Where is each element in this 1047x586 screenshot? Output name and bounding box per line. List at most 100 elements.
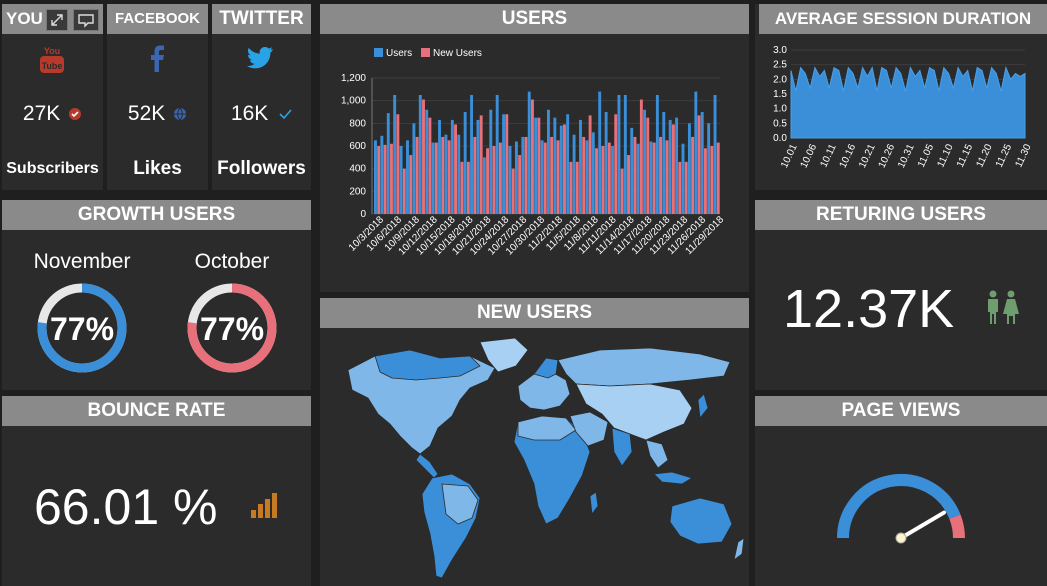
- bar-users[interactable]: [393, 95, 397, 214]
- bar-users[interactable]: [386, 113, 390, 214]
- bar-users[interactable]: [374, 140, 377, 214]
- expand-icon[interactable]: [46, 9, 68, 31]
- bar-users[interactable]: [425, 109, 429, 214]
- bar-new-users[interactable]: [454, 124, 457, 214]
- bar-users[interactable]: [649, 141, 653, 214]
- bar-new-users[interactable]: [601, 146, 605, 214]
- bar-users[interactable]: [662, 112, 666, 214]
- bar-new-users[interactable]: [588, 115, 592, 214]
- bar-users[interactable]: [540, 140, 544, 214]
- bar-new-users[interactable]: [396, 114, 400, 214]
- bar-new-users[interactable]: [479, 115, 483, 214]
- bar-new-users[interactable]: [563, 124, 566, 214]
- map-region-india[interactable]: [611, 427, 633, 467]
- bar-users[interactable]: [457, 134, 461, 214]
- bar-new-users[interactable]: [595, 148, 598, 214]
- map-region-australia[interactable]: [669, 497, 733, 545]
- bar-users[interactable]: [559, 125, 563, 214]
- bar-users[interactable]: [630, 127, 634, 214]
- map-region-scandinavia[interactable]: [533, 357, 559, 379]
- map-region-central-america[interactable]: [415, 453, 439, 479]
- bar-new-users[interactable]: [569, 161, 573, 214]
- bar-new-users[interactable]: [466, 161, 470, 214]
- bar-new-users[interactable]: [703, 148, 707, 214]
- map-region-north-africa[interactable]: [517, 415, 577, 441]
- bar-users[interactable]: [476, 119, 480, 214]
- bar-new-users[interactable]: [492, 146, 496, 214]
- bar-users[interactable]: [598, 91, 602, 214]
- bar-new-users[interactable]: [607, 142, 611, 214]
- bar-users[interactable]: [707, 123, 711, 214]
- map-region-russia[interactable]: [557, 347, 731, 387]
- bar-new-users[interactable]: [498, 142, 502, 214]
- bar-users[interactable]: [655, 95, 659, 214]
- bar-users[interactable]: [636, 143, 640, 214]
- bar-users[interactable]: [700, 112, 704, 214]
- bar-users[interactable]: [438, 119, 441, 214]
- map-region-southeast-asia[interactable]: [645, 439, 669, 469]
- bar-users[interactable]: [508, 146, 512, 214]
- bar-users[interactable]: [687, 123, 691, 214]
- map-region-greenland[interactable]: [479, 337, 529, 373]
- bar-new-users[interactable]: [505, 114, 509, 214]
- bar-new-users[interactable]: [671, 124, 675, 214]
- bar-users[interactable]: [547, 109, 550, 214]
- bar-users[interactable]: [643, 109, 647, 214]
- bar-users[interactable]: [553, 117, 557, 214]
- map-region-asia[interactable]: [575, 383, 693, 441]
- map-region-middle-east[interactable]: [569, 411, 609, 447]
- bar-new-users[interactable]: [639, 99, 643, 214]
- bar-new-users[interactable]: [460, 161, 464, 214]
- bar-new-users[interactable]: [537, 117, 541, 214]
- bar-users[interactable]: [579, 119, 582, 214]
- bar-users[interactable]: [591, 132, 595, 214]
- bar-users[interactable]: [604, 112, 608, 214]
- bar-users[interactable]: [482, 157, 486, 214]
- bar-new-users[interactable]: [415, 136, 419, 214]
- bar-new-users[interactable]: [383, 144, 387, 214]
- bar-users[interactable]: [418, 95, 422, 214]
- bar-users[interactable]: [617, 95, 621, 214]
- bar-new-users[interactable]: [691, 136, 695, 214]
- bar-new-users[interactable]: [434, 142, 438, 214]
- bar-users[interactable]: [431, 142, 435, 214]
- bar-new-users[interactable]: [511, 168, 515, 214]
- map-region-japan[interactable]: [697, 393, 709, 420]
- bar-users[interactable]: [566, 114, 570, 214]
- bar-users[interactable]: [572, 134, 576, 214]
- bar-new-users[interactable]: [659, 136, 663, 214]
- bar-users[interactable]: [668, 119, 672, 214]
- bar-new-users[interactable]: [441, 136, 445, 214]
- bar-new-users[interactable]: [390, 143, 393, 214]
- bar-new-users[interactable]: [402, 168, 406, 214]
- bar-new-users[interactable]: [646, 117, 650, 214]
- bar-users[interactable]: [495, 95, 499, 214]
- bar-new-users[interactable]: [697, 115, 701, 214]
- bar-users[interactable]: [521, 136, 525, 214]
- bar-new-users[interactable]: [627, 155, 630, 214]
- bar-users[interactable]: [514, 141, 518, 214]
- bar-users[interactable]: [534, 117, 538, 214]
- bar-new-users[interactable]: [473, 136, 477, 214]
- bar-new-users[interactable]: [665, 140, 669, 214]
- bar-users[interactable]: [463, 112, 467, 214]
- bar-users[interactable]: [713, 95, 717, 214]
- map-region-indonesia[interactable]: [653, 471, 693, 485]
- bar-users[interactable]: [412, 123, 416, 214]
- bar-users[interactable]: [502, 114, 506, 214]
- bar-new-users[interactable]: [684, 161, 688, 214]
- bar-new-users[interactable]: [377, 146, 381, 214]
- bar-new-users[interactable]: [678, 161, 682, 214]
- map-region-brazil[interactable]: [441, 483, 479, 525]
- comment-icon[interactable]: [73, 9, 99, 31]
- map-region-madagascar[interactable]: [589, 491, 599, 516]
- bar-new-users[interactable]: [543, 142, 547, 214]
- bar-users[interactable]: [675, 117, 679, 214]
- bar-new-users[interactable]: [614, 114, 618, 214]
- bar-new-users[interactable]: [486, 148, 490, 214]
- bar-users[interactable]: [527, 91, 531, 214]
- bar-new-users[interactable]: [409, 155, 413, 214]
- bar-users[interactable]: [681, 143, 685, 214]
- bar-users[interactable]: [380, 135, 384, 214]
- bar-users[interactable]: [406, 140, 409, 214]
